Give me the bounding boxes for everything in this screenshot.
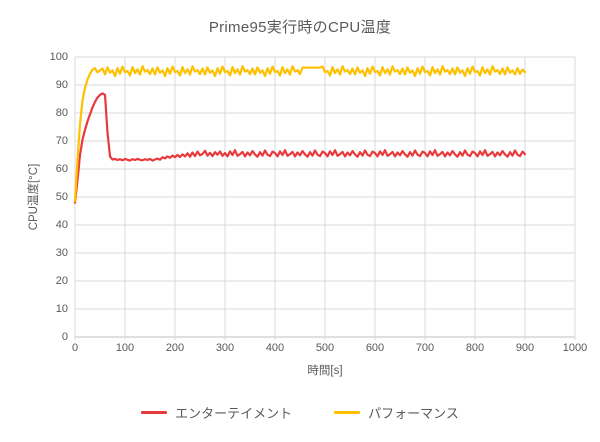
x-tick-label: 200 (165, 342, 185, 354)
y-tick-label: 20 (55, 275, 68, 287)
legend-label-performance: パフォーマンス (368, 406, 459, 421)
y-tick-label: 0 (61, 331, 68, 343)
y-tick-label: 100 (49, 51, 68, 63)
x-tick-label: 700 (415, 342, 435, 354)
chart-title: Prime95実行時のCPU温度 (208, 19, 392, 36)
chart-legend: エンターテイメント パフォーマンス (0, 403, 600, 422)
x-tick-label: 500 (315, 342, 335, 354)
y-tick-label: 50 (55, 191, 68, 203)
series-line-entertainment[interactable] (73, 92, 527, 204)
y-tick-label: 10 (55, 303, 68, 315)
x-tick-label: 1000 (562, 342, 588, 354)
x-tick-label: 100 (115, 342, 135, 354)
x-tick-label: 800 (465, 342, 485, 354)
series-line-performance[interactable] (73, 65, 527, 203)
x-tick-label: 400 (265, 342, 285, 354)
x-tick-label: 600 (365, 342, 385, 354)
legend-item-entertainment[interactable]: エンターテイメント (141, 403, 292, 422)
legend-label-entertainment: エンターテイメント (175, 406, 293, 421)
x-tick-label: 900 (515, 342, 535, 354)
y-tick-label: 80 (55, 107, 68, 119)
y-tick-label: 30 (55, 247, 68, 259)
y-tick-label: 60 (55, 163, 68, 175)
legend-item-performance[interactable]: パフォーマンス (334, 403, 459, 422)
performance-line-swatch-icon (334, 411, 361, 414)
y-tick-label: 70 (55, 135, 68, 147)
x-tick-label: 0 (71, 342, 79, 354)
y-tick-label: 40 (55, 219, 68, 231)
x-axis-title: 時間[s] (307, 365, 343, 377)
entertainment-line-swatch-icon (141, 411, 168, 414)
y-tick-label: 90 (55, 79, 68, 91)
x-tick-label: 300 (215, 342, 235, 354)
